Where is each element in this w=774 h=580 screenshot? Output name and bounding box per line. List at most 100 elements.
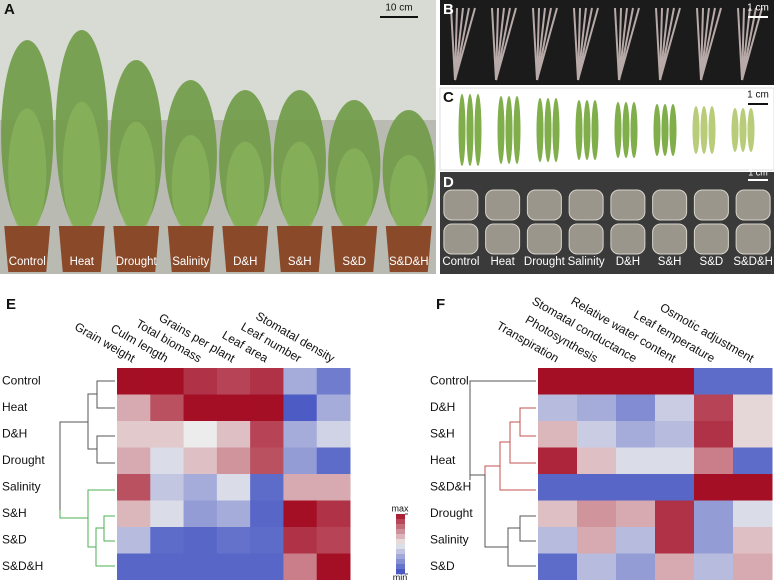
cell — [316, 394, 351, 422]
cell — [694, 527, 734, 554]
cell — [733, 421, 773, 448]
imprint — [652, 223, 688, 255]
cell — [250, 447, 284, 475]
pot — [4, 226, 51, 272]
leaf — [536, 98, 544, 162]
cell — [150, 368, 185, 395]
cell — [250, 474, 284, 501]
cell — [117, 527, 151, 554]
cell — [616, 394, 656, 422]
cell — [216, 474, 251, 501]
cell — [216, 553, 251, 580]
cell — [538, 500, 578, 528]
cell — [616, 368, 656, 395]
cell — [616, 421, 656, 448]
row-label: S&H — [2, 506, 27, 520]
row-label: S&D&H — [2, 559, 43, 573]
cell — [655, 500, 695, 528]
scale-label: 10 cm — [385, 3, 412, 14]
spike — [741, 7, 763, 81]
photo-c — [439, 87, 774, 171]
colorbar-step — [396, 539, 405, 545]
cell — [538, 553, 578, 580]
colorbar-step — [396, 529, 405, 535]
cell — [250, 394, 284, 422]
photo-b — [440, 0, 774, 85]
cell — [316, 500, 351, 528]
cell — [183, 553, 218, 580]
cell — [150, 421, 185, 448]
panel-label: D — [443, 174, 454, 191]
row-label: S&H — [430, 426, 455, 440]
cell — [150, 447, 185, 475]
cell — [316, 474, 351, 501]
cell — [250, 500, 284, 528]
plant — [335, 148, 374, 235]
cell — [216, 527, 251, 554]
cell — [283, 553, 318, 580]
cell — [150, 527, 185, 554]
panel-label: C — [443, 89, 454, 106]
leaf — [466, 94, 474, 166]
imprint — [526, 189, 562, 221]
cell — [577, 368, 617, 395]
cell — [117, 500, 151, 528]
scale-label: 1 cm — [747, 90, 769, 101]
sample-label: Heat — [490, 256, 515, 268]
cell — [183, 447, 218, 475]
row-label: Heat — [2, 400, 28, 414]
colorbar-step — [396, 514, 405, 520]
sample-label: Salinity — [568, 256, 605, 268]
imprint — [485, 223, 521, 255]
colorbar-step — [396, 569, 405, 575]
cell — [250, 553, 284, 580]
cell — [316, 447, 351, 475]
cell — [538, 368, 578, 395]
pot-label: Drought — [116, 256, 158, 268]
leaf — [661, 104, 669, 156]
pot — [222, 226, 269, 272]
imprint — [526, 223, 562, 255]
cell — [316, 421, 351, 448]
cell — [250, 527, 284, 554]
pot — [58, 226, 105, 272]
leaf — [692, 106, 700, 154]
plant — [171, 135, 210, 235]
cell — [694, 447, 734, 475]
cell — [283, 500, 318, 528]
leaf — [731, 108, 739, 152]
leaf — [700, 106, 708, 154]
imprint — [735, 223, 771, 255]
leaf — [708, 106, 716, 154]
plant — [117, 121, 156, 235]
row-label: D&H — [430, 400, 455, 414]
cell — [577, 553, 617, 580]
cell — [250, 421, 284, 448]
cell — [117, 474, 151, 501]
row-label: D&H — [2, 426, 27, 440]
pot-label: Salinity — [172, 256, 209, 268]
colorbar-step — [396, 554, 405, 560]
photo-d — [440, 172, 774, 274]
cell — [150, 474, 185, 501]
imprint — [735, 189, 771, 221]
sample-label: S&H — [658, 256, 682, 268]
cell — [150, 553, 185, 580]
spike — [454, 7, 476, 81]
scale-label: 1 cm — [748, 167, 768, 177]
spike — [536, 7, 558, 81]
cell — [283, 474, 318, 501]
cell — [694, 368, 734, 395]
sample-label: S&D&H — [733, 256, 773, 268]
cell — [283, 527, 318, 554]
spike — [495, 7, 517, 81]
spike — [700, 7, 722, 81]
cell — [283, 447, 318, 475]
leaf — [513, 96, 521, 164]
imprint — [693, 189, 729, 221]
leaf — [591, 100, 599, 160]
leaf — [544, 98, 552, 162]
cell — [694, 421, 734, 448]
sample-label: Control — [442, 256, 479, 268]
